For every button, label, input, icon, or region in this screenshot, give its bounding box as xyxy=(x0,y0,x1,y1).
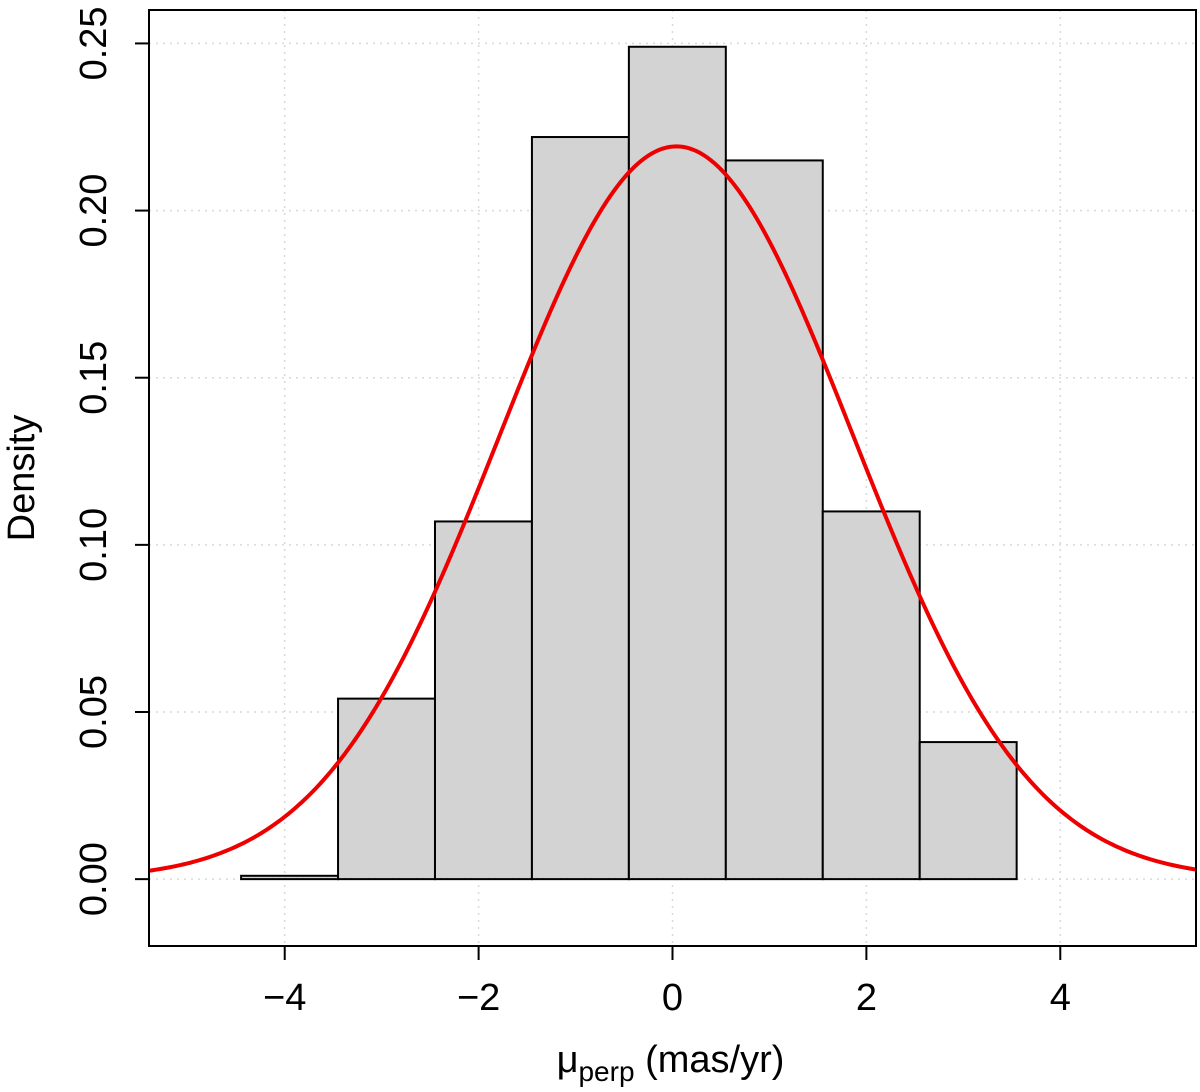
histogram-bar-3 xyxy=(530,136,630,881)
y-tick-label-1: 0.05 xyxy=(73,675,115,749)
histogram-bars xyxy=(240,45,1018,881)
histogram-bar-5 xyxy=(724,159,824,881)
y-tick-label-0: 0.00 xyxy=(73,842,115,916)
x-axis-title-units: (mas/yr) xyxy=(635,1039,785,1081)
y-tick-label-2: 0.10 xyxy=(73,508,115,582)
histogram-bar-7 xyxy=(918,741,1018,881)
x-tick-label-4: 4 xyxy=(1050,977,1071,1019)
y-axis-title: Density xyxy=(1,415,43,542)
x-axis-title-symbol: μ xyxy=(557,1039,579,1081)
y-axis: 0.00 0.05 0.10 0.15 0.20 0.25 xyxy=(73,6,149,916)
x-axis-title-subscript: perp xyxy=(578,1056,634,1087)
x-tick-label-3: 2 xyxy=(856,977,877,1019)
histogram-bar-2 xyxy=(433,520,533,881)
x-tick-label-2: 0 xyxy=(662,977,683,1019)
x-axis: −4 −2 0 2 4 xyxy=(263,946,1071,1019)
normal-density-curve xyxy=(148,144,1197,873)
y-tick-label-5: 0.25 xyxy=(73,6,115,80)
x-tick-label-1: −2 xyxy=(457,977,500,1019)
x-tick-label-0: −4 xyxy=(263,977,306,1019)
y-tick-label-3: 0.15 xyxy=(73,341,115,415)
histogram-bar-1 xyxy=(337,697,436,881)
histogram-bar-4 xyxy=(627,45,727,881)
y-tick-label-4: 0.20 xyxy=(73,174,115,248)
histogram-bar-6 xyxy=(821,510,921,881)
x-axis-title: μperp (mas/yr) xyxy=(557,1039,785,1087)
